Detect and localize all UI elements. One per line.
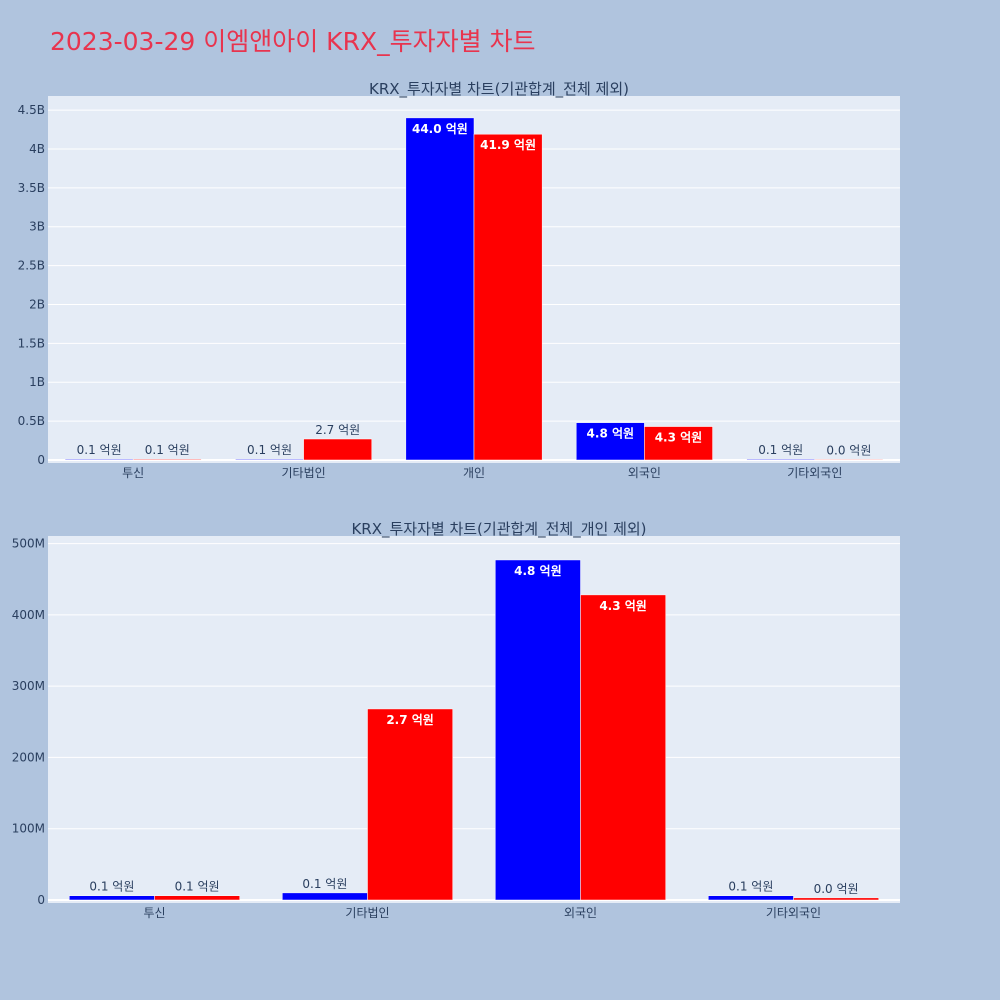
bar xyxy=(575,422,645,461)
y-tick-label: 2.5B xyxy=(18,259,45,273)
chart-investor-excl-individual: KRX_투자자별 차트(기관합계_전체_개인 제외) 0 100M 200M 300M 4… xyxy=(12,520,900,920)
bar-data-label: 0.1 억원 xyxy=(89,880,134,894)
y-tick-label: 300M xyxy=(12,679,45,693)
bar-data-label: 0.1 억원 xyxy=(758,443,803,457)
y-tick-label: 2B xyxy=(29,297,45,311)
y-tick-label: 200M xyxy=(12,750,45,764)
y-tick-label: 3.5B xyxy=(18,181,45,195)
bar-data-label: 2.7 억원 xyxy=(386,713,434,727)
page-title: 2023-03-29 이엠앤아이 KRX_투자자별 차트 xyxy=(50,27,536,56)
bar xyxy=(132,458,202,461)
x-tick-label: 개인 xyxy=(463,466,485,480)
x-tick-label: 기타외국인 xyxy=(766,906,821,920)
y-tick-label: 0 xyxy=(37,893,45,907)
bar xyxy=(644,426,713,461)
bar-data-label: 44.0 억원 xyxy=(412,122,468,136)
bar xyxy=(708,895,794,901)
bar xyxy=(235,458,304,461)
bar xyxy=(814,459,884,461)
x-tick-label: 외국인 xyxy=(628,466,661,480)
bar-data-label: 0.1 억원 xyxy=(145,443,190,457)
bar xyxy=(154,895,240,901)
y-tick-label: 1.5B xyxy=(18,336,45,350)
bar-data-label: 0.1 억원 xyxy=(175,880,220,894)
bar-data-label: 4.8 억원 xyxy=(587,427,635,441)
bar-data-label: 2.7 억원 xyxy=(315,423,360,437)
y-tick-label: 4.5B xyxy=(18,103,45,117)
bar-data-label: 4.3 억원 xyxy=(655,431,703,445)
bar xyxy=(495,559,581,901)
bar-data-label: 0.1 억원 xyxy=(247,443,292,457)
y-tick-label: 100M xyxy=(12,822,45,836)
y-tick-label: 0 xyxy=(37,453,45,467)
chart-title: KRX_투자자별 차트(기관합계_전체_개인 제외) xyxy=(351,520,646,539)
x-tick-label: 외국인 xyxy=(564,906,597,920)
bar xyxy=(282,892,368,901)
bar xyxy=(367,708,453,901)
bar-data-label: 0.0 억원 xyxy=(826,443,871,457)
bar xyxy=(64,458,134,461)
x-tick-label: 기타법인 xyxy=(282,466,326,480)
bar-data-label: 0.1 억원 xyxy=(728,880,773,894)
bar-data-label: 0.1 억원 xyxy=(302,877,347,891)
bar xyxy=(405,117,475,461)
bar-data-label: 0.1 억원 xyxy=(77,443,122,457)
x-tick-label: 기타외국인 xyxy=(787,466,842,480)
x-tick-label: 투신 xyxy=(122,466,144,480)
bar-data-label: 4.3 억원 xyxy=(599,599,647,613)
y-tick-label: 4B xyxy=(29,142,45,156)
bar xyxy=(69,895,155,901)
bar-data-label: 0.0 억원 xyxy=(814,882,859,896)
bar xyxy=(580,594,666,901)
x-tick-label: 기타법인 xyxy=(345,906,389,920)
bar xyxy=(303,438,373,461)
y-tick-label: 500M xyxy=(12,537,45,551)
x-tick-label: 투신 xyxy=(143,906,165,920)
y-tick-label: 1B xyxy=(29,375,45,389)
bar-data-label: 4.8 억원 xyxy=(514,564,562,578)
bar xyxy=(473,133,543,461)
y-tick-label: 3B xyxy=(29,220,45,234)
y-tick-label: 0.5B xyxy=(18,414,45,428)
bar xyxy=(793,897,879,901)
chart-investor-all: KRX_투자자별 차트(기관합계_전체 제외) 0 0.5B 1B 1.5B 2B 2.5B… xyxy=(18,80,900,480)
bar xyxy=(746,458,816,461)
y-tick-label: 400M xyxy=(12,608,45,622)
chart-title: KRX_투자자별 차트(기관합계_전체 제외) xyxy=(369,80,629,99)
bar-data-label: 41.9 억원 xyxy=(480,138,536,152)
plot-area xyxy=(48,536,900,903)
